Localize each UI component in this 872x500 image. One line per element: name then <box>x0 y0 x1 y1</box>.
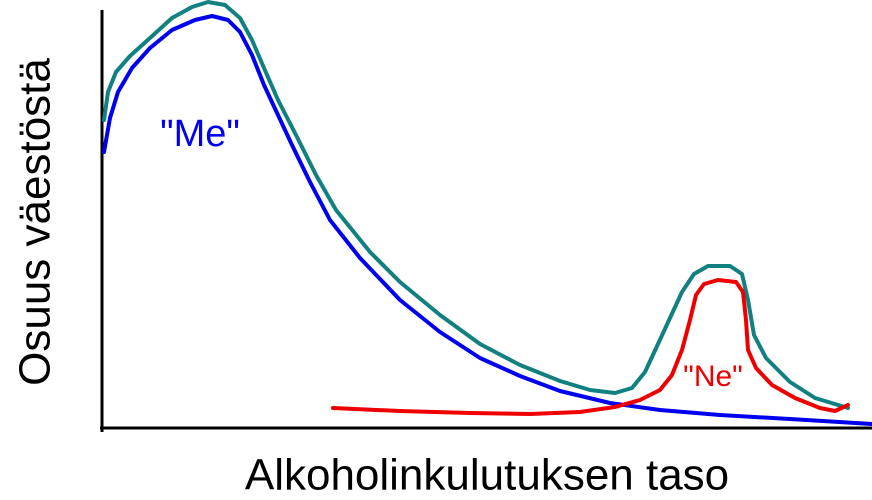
y-axis-label: Osuus väestöstä <box>11 58 60 386</box>
x-axis-label: Alkoholinkulutuksen taso <box>245 451 729 500</box>
me-label: "Me" <box>160 113 240 155</box>
me-curve <box>102 14 872 426</box>
ne-label: "Ne" <box>683 360 743 393</box>
ne-curve <box>331 278 850 416</box>
total-curve <box>102 0 850 410</box>
